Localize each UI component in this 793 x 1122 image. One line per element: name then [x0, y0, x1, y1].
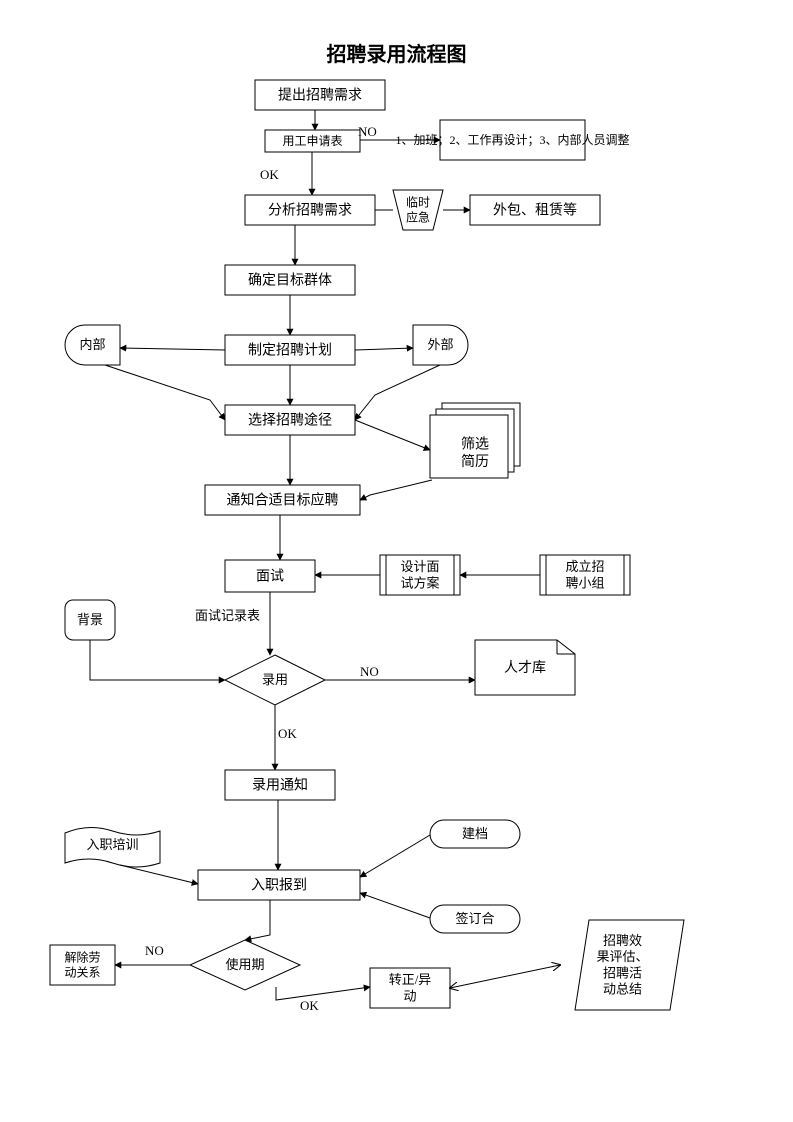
svg-text:分析招聘需求: 分析招聘需求: [268, 203, 352, 219]
flowchart-svg: 提出招聘需求用工申请表 1、加班；2、工作再设计；3、内部人员调整分析招聘需求 临时…: [0, 0, 793, 1122]
svg-text:外包、租赁等: 外包、租赁等: [493, 202, 577, 219]
svg-text:OK: OK: [260, 167, 279, 182]
svg-text:转正/异: 转正/异: [389, 972, 432, 987]
svg-text:外部: 外部: [427, 337, 453, 352]
svg-text:通知合适目标应聘: 通知合适目标应聘: [227, 492, 339, 509]
svg-text:签订合: 签订合: [455, 911, 494, 926]
svg-text:NO: NO: [145, 943, 164, 958]
svg-text:使用期: 使用期: [225, 957, 264, 972]
svg-text:简历: 简历: [461, 453, 489, 470]
svg-text:NO: NO: [360, 664, 379, 679]
svg-text:入职报到: 入职报到: [251, 878, 307, 894]
svg-text:动关系: 动关系: [64, 965, 100, 979]
svg-text:果评估、: 果评估、: [596, 949, 648, 964]
svg-text:面试: 面试: [256, 569, 284, 585]
svg-text:成立招: 成立招: [565, 559, 604, 574]
svg-text:OK: OK: [300, 998, 319, 1013]
svg-text:录用: 录用: [262, 672, 288, 687]
svg-text:试方案: 试方案: [400, 575, 439, 590]
svg-text:用工申请表: 用工申请表: [282, 134, 342, 148]
svg-text:招聘效: 招聘效: [603, 933, 642, 948]
svg-text:聘小组: 聘小组: [565, 575, 604, 590]
svg-text:筛选: 筛选: [461, 436, 489, 452]
svg-text:背景: 背景: [77, 612, 103, 627]
svg-text:1、加班；2、工作再设计；3、内部人员调整: 1、加班；2、工作再设计；3、内部人员调整: [395, 132, 629, 147]
svg-text:临时: 临时: [406, 195, 430, 209]
svg-text:制定招聘计划: 制定招聘计划: [248, 343, 332, 359]
svg-text:OK: OK: [278, 726, 297, 741]
svg-text:提出招聘需求: 提出招聘需求: [278, 88, 362, 104]
svg-text:NO: NO: [358, 124, 377, 139]
svg-text:录用通知: 录用通知: [252, 777, 308, 794]
svg-text:确定目标群体: 确定目标群体: [248, 273, 332, 289]
svg-text:内部: 内部: [79, 337, 105, 352]
svg-text:招聘活: 招聘活: [603, 965, 642, 980]
svg-text:人才库: 人才库: [504, 660, 546, 676]
svg-text:面试记录表: 面试记录表: [195, 608, 260, 623]
svg-text:应急: 应急: [406, 209, 430, 224]
flowchart-canvas: 招聘录用流程图 提出招聘需求用工申请表1、加班；2、工作再设计；3、内部人员调整…: [0, 0, 793, 1122]
svg-text:选择招聘途径: 选择招聘途径: [248, 412, 332, 429]
svg-text:建档: 建档: [462, 826, 488, 841]
svg-text:入职培训: 入职培训: [86, 837, 138, 852]
svg-text:设计面: 设计面: [400, 559, 439, 574]
svg-text:动: 动: [403, 988, 416, 1003]
svg-text:动总结: 动总结: [603, 982, 642, 997]
svg-text:解除劳: 解除劳: [64, 949, 100, 964]
